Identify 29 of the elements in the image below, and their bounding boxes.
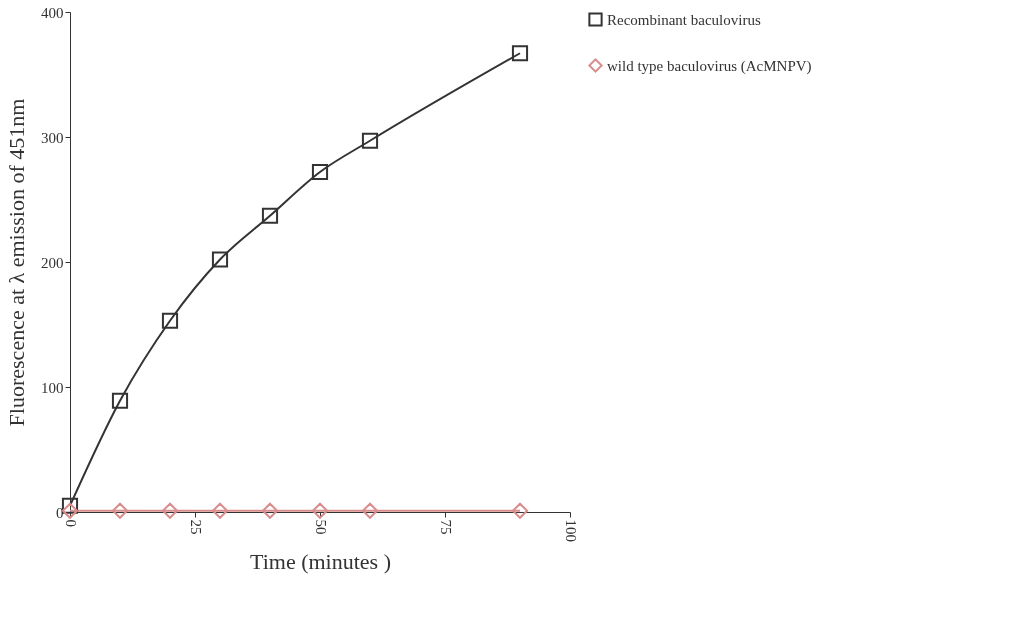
point [61,502,79,519]
x-tick-label: 100 [562,519,579,542]
point [511,45,529,62]
x-tick-label: 25 [187,519,204,535]
point [261,502,279,519]
point [311,163,329,181]
point [61,497,79,514]
x-axis-title: Time (minutes ) [250,549,391,574]
legend-label: wild type baculovirus (AcMNPV) [607,57,812,75]
legend-label: Recombinant baculovirus [607,11,761,28]
point [161,502,179,519]
point [111,392,129,409]
point [211,502,229,519]
point [161,312,179,329]
x-tick-label: 0 [62,519,79,527]
point [311,502,329,519]
x-tick-label: 75 [437,519,454,535]
point [261,207,279,224]
y-tick-label: 400 [41,4,64,21]
point [111,502,129,519]
y-tick-label: 200 [41,254,64,271]
y-axis-title: Fluorescence at λ emission of 451nm [4,98,29,427]
point [361,132,379,149]
point [511,502,529,519]
y-tick-label: 100 [41,379,64,396]
point [211,251,229,268]
point [361,502,379,519]
x-tick-label: 50 [312,519,329,535]
y-tick-label: 300 [41,129,64,146]
